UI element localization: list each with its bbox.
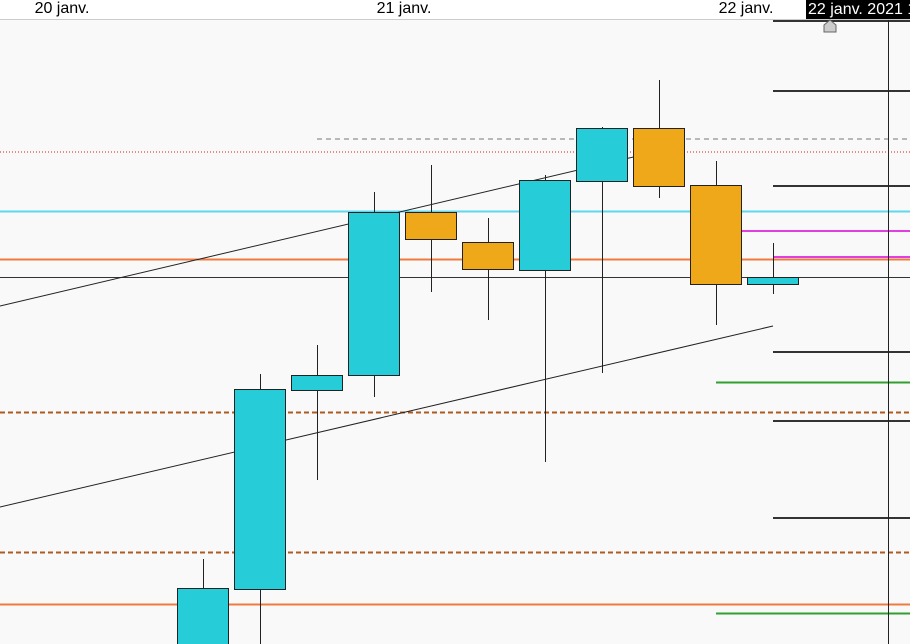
plot-area	[0, 20, 910, 644]
cursor-label-bg	[806, 0, 910, 19]
candle-body	[405, 212, 457, 240]
candle-body	[462, 242, 514, 270]
drawings	[0, 19, 910, 644]
candle-body	[234, 389, 286, 590]
cursor-handle[interactable]	[823, 19, 837, 33]
candle-body	[177, 588, 229, 644]
trend-line	[0, 325, 774, 508]
date-label: 20 janv.	[35, 0, 90, 17]
trend-line	[0, 150, 660, 307]
candle-body	[747, 277, 799, 285]
date-label: 22 janv.	[719, 0, 774, 17]
candle-body	[291, 375, 343, 391]
candle-body	[690, 185, 742, 285]
candle-body	[633, 128, 685, 187]
candle-body	[519, 180, 571, 271]
candle-body	[348, 212, 400, 376]
candle-body	[576, 128, 628, 182]
date-label: 21 janv.	[377, 0, 432, 17]
cursor-label: 22 janv. 2021 1	[808, 1, 910, 18]
